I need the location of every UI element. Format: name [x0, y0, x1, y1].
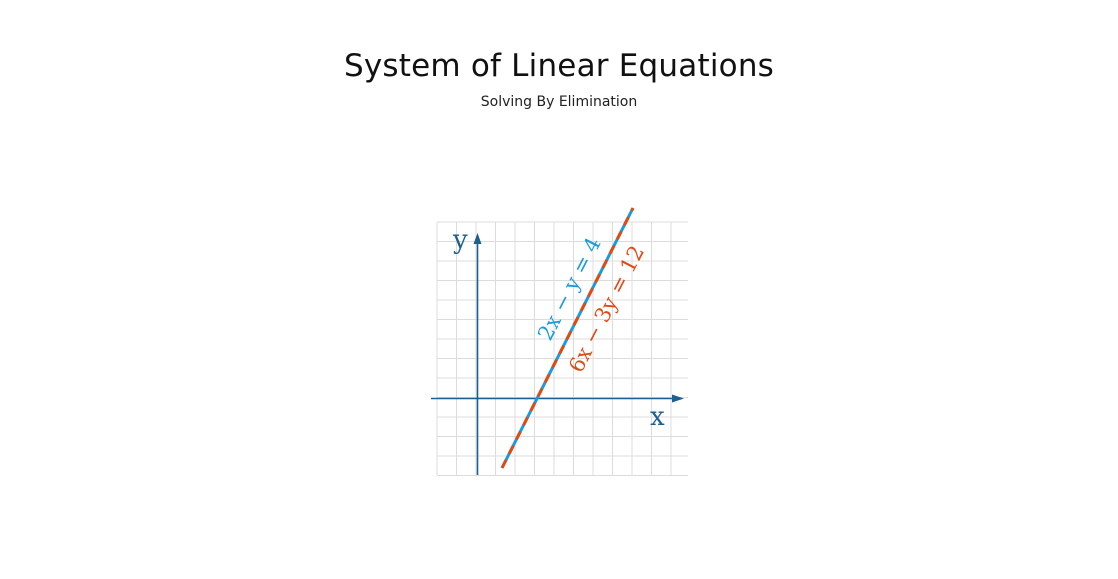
- page-subtitle: Solving By Elimination: [480, 94, 638, 110]
- y-axis-arrow-icon: [473, 233, 482, 244]
- line-6x-minus-3y-equals-12: [500, 207, 635, 469]
- x-axis-label: x: [650, 402, 665, 432]
- y-axis-label: y: [452, 225, 468, 255]
- x-axis-arrow-icon: [672, 394, 684, 403]
- page-title: System of Linear Equations: [343, 48, 775, 84]
- grid: [436, 221, 688, 476]
